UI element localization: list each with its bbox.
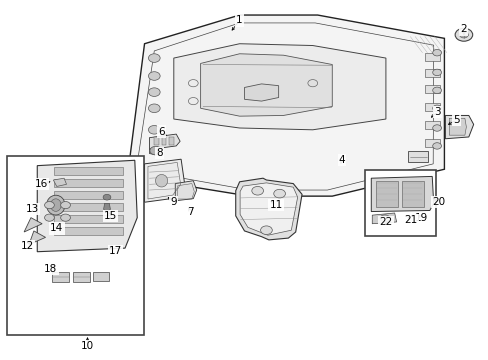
Circle shape — [148, 54, 160, 62]
Circle shape — [103, 194, 111, 200]
Text: 9: 9 — [170, 197, 177, 207]
Text: 4: 4 — [338, 155, 345, 165]
Circle shape — [454, 28, 472, 41]
Bar — [401, 181, 423, 207]
Circle shape — [148, 72, 160, 80]
Polygon shape — [37, 160, 137, 252]
Bar — [54, 191, 122, 199]
Text: 16: 16 — [35, 179, 48, 189]
Text: 19: 19 — [413, 213, 427, 222]
Bar — [154, 137, 159, 145]
Polygon shape — [175, 181, 196, 201]
Text: 7: 7 — [187, 207, 194, 217]
Circle shape — [148, 88, 160, 96]
Circle shape — [251, 186, 263, 195]
Bar — [375, 181, 397, 207]
Circle shape — [432, 49, 441, 56]
Polygon shape — [200, 54, 331, 116]
Text: 17: 17 — [108, 246, 122, 256]
Bar — [365, 170, 435, 235]
Text: 11: 11 — [269, 200, 282, 210]
Circle shape — [432, 69, 441, 76]
Bar — [54, 203, 122, 211]
Ellipse shape — [50, 199, 61, 211]
Bar — [6, 156, 144, 335]
Polygon shape — [127, 15, 444, 196]
Circle shape — [379, 215, 389, 222]
Text: 21: 21 — [404, 215, 417, 225]
Bar — [424, 139, 439, 147]
Circle shape — [273, 189, 285, 198]
Polygon shape — [448, 118, 466, 135]
Circle shape — [44, 202, 54, 209]
Polygon shape — [240, 183, 297, 235]
Bar — [54, 226, 122, 234]
Text: 15: 15 — [103, 211, 117, 221]
Polygon shape — [149, 134, 180, 149]
Polygon shape — [24, 218, 42, 232]
Bar — [54, 167, 122, 175]
Text: 1: 1 — [236, 15, 243, 26]
Text: 14: 14 — [50, 224, 63, 233]
Bar — [168, 137, 173, 145]
Bar — [93, 272, 109, 281]
Polygon shape — [29, 231, 45, 244]
Circle shape — [148, 104, 160, 113]
Bar — [161, 137, 166, 145]
Circle shape — [61, 214, 70, 221]
Polygon shape — [244, 84, 278, 101]
Text: 13: 13 — [26, 204, 39, 214]
Circle shape — [61, 202, 70, 209]
Text: 22: 22 — [379, 217, 392, 227]
Circle shape — [459, 32, 468, 38]
Polygon shape — [173, 44, 385, 130]
Polygon shape — [103, 203, 110, 212]
Text: 2: 2 — [460, 24, 466, 35]
Bar — [52, 272, 69, 282]
Polygon shape — [149, 147, 160, 155]
Text: 5: 5 — [452, 115, 459, 125]
Bar — [407, 151, 427, 162]
Circle shape — [432, 143, 441, 149]
Circle shape — [44, 214, 54, 221]
Circle shape — [148, 126, 160, 134]
Text: 10: 10 — [81, 341, 94, 351]
Text: 20: 20 — [431, 197, 444, 207]
Bar — [424, 103, 439, 111]
Bar — [54, 215, 122, 223]
Bar — [424, 85, 439, 93]
Bar — [73, 272, 90, 282]
Circle shape — [432, 87, 441, 94]
Circle shape — [260, 226, 272, 234]
Text: 6: 6 — [158, 127, 164, 136]
Circle shape — [432, 125, 441, 131]
Bar — [54, 179, 122, 187]
Text: 8: 8 — [156, 148, 162, 158]
Bar — [424, 121, 439, 129]
Bar — [424, 69, 439, 77]
Bar — [424, 53, 439, 60]
Text: 12: 12 — [21, 241, 34, 251]
Polygon shape — [144, 159, 184, 202]
Ellipse shape — [46, 195, 65, 215]
Polygon shape — [371, 213, 396, 224]
Circle shape — [150, 146, 161, 155]
Circle shape — [432, 105, 441, 112]
Polygon shape — [235, 178, 302, 240]
Text: 18: 18 — [44, 264, 58, 274]
Polygon shape — [370, 176, 433, 212]
Ellipse shape — [155, 175, 167, 187]
Text: 3: 3 — [433, 107, 440, 117]
Polygon shape — [53, 178, 66, 186]
Polygon shape — [445, 116, 473, 139]
